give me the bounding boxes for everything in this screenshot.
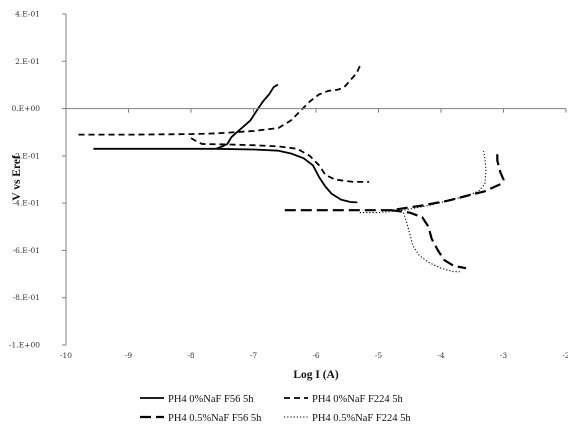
series-lines [78,63,505,273]
x-axis-title: Log I (A) [293,369,339,381]
legend-label: PH4 0.5%NaF F56 5h [168,413,262,424]
x-tick-label: -5 [375,351,383,360]
y-tick-label: 4.E-01 [15,10,40,19]
x-tick-label: -9 [125,351,133,360]
x-tick-label: -3 [500,351,508,360]
y-tick-label: 0.E+00 [12,104,41,113]
legend-label: PH4 0.5%NaF F224 5h [312,413,411,424]
y-axis-tick-labels: 4.E-01 2.E-01 0.E+00 -2.E-01 -4.E-01 -6.E-01 -… [9,10,66,350]
x-tick-label: -8 [187,351,195,360]
y-tick-label: -6.E-01 [13,246,40,255]
series-line [359,151,487,273]
y-tick-label: -1.E+00 [9,341,40,350]
y-tick-label: -4.E-01 [13,199,40,208]
series-line [93,84,358,204]
x-axis-tick-labels: -10 -9 -8 -7 -6 -5 -4 -3 -2 [60,108,568,360]
legend: PH4 0%NaF F56 5h PH4 0%NaF F224 5h PH4 0.5… [140,394,411,424]
x-tick-label: -4 [437,351,445,360]
x-tick-label: -6 [312,351,320,360]
y-tick-label: -2.E-01 [13,151,40,160]
x-tick-label: -10 [60,351,72,360]
y-tick-label: 2.E-01 [15,57,40,66]
legend-label: PH4 0%NaF F224 5h [312,394,403,405]
legend-label: PH4 0%NaF F56 5h [168,394,254,405]
x-tick-label: -2 [562,351,568,360]
series-line [284,151,505,270]
x-tick-label: -7 [250,351,258,360]
series-line [78,63,370,183]
y-axis-title: V vs Eref [11,155,23,201]
y-tick-label: -8.E-01 [13,293,40,302]
